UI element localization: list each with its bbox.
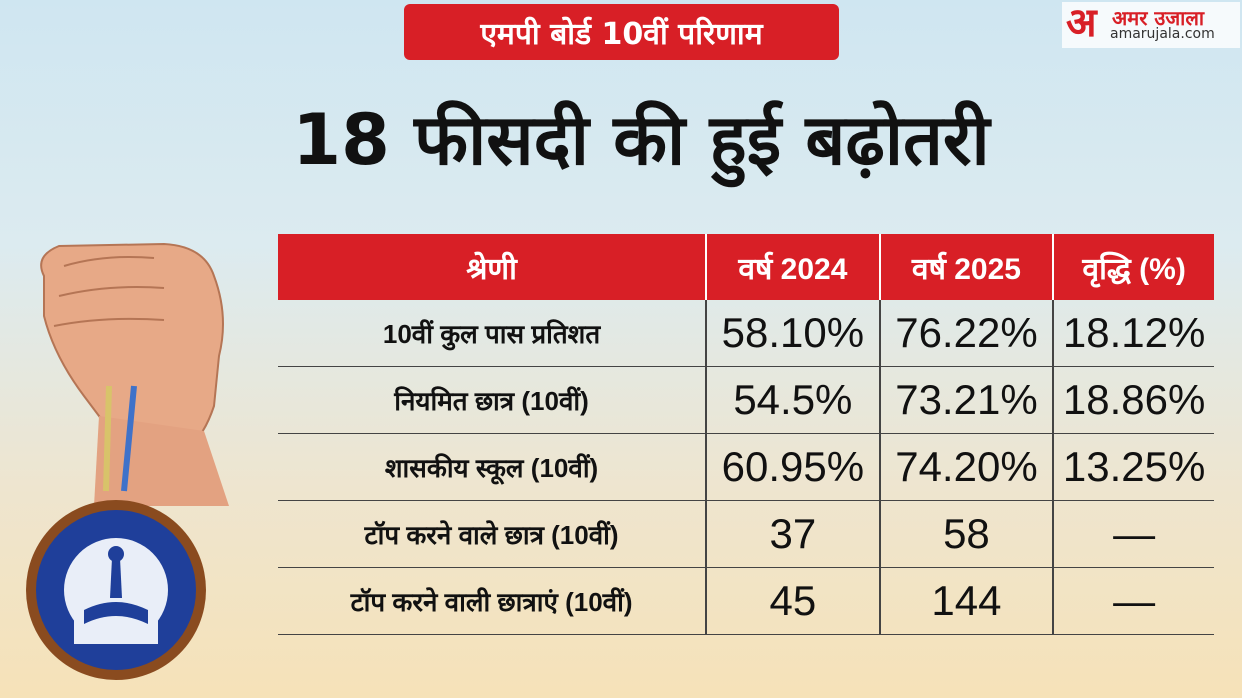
- mp-board-seal-icon: [26, 500, 206, 680]
- category-badge: एमपी बोर्ड 10वीं परिणाम: [404, 4, 839, 60]
- row-growth: —: [1053, 567, 1214, 635]
- row-growth: —: [1053, 500, 1214, 568]
- row-value-2024: 45: [706, 567, 881, 635]
- logo-box: [1062, 2, 1240, 48]
- table-row: टॉप करने वाली छात्राएं (10वीं) 45 144 —: [278, 567, 1214, 635]
- row-growth: 13.25%: [1053, 433, 1214, 501]
- logo-url: amarujala.com: [1110, 26, 1215, 42]
- logo-name: अमर उजाला: [1112, 6, 1205, 30]
- row-growth: 18.86%: [1053, 366, 1214, 434]
- results-table: श्रेणी वर्ष 2024 वर्ष 2025 वृद्धि (%) 10…: [278, 234, 1214, 635]
- table-row: टॉप करने वाले छात्र (10वीं) 37 58 —: [278, 500, 1214, 568]
- logo-mark: अ: [1066, 0, 1097, 46]
- table-header-row: श्रेणी वर्ष 2024 वर्ष 2025 वृद्धि (%): [278, 234, 1214, 300]
- row-category: टॉप करने वाली छात्राएं (10वीं): [278, 567, 708, 635]
- row-value-2025: 74.20%: [879, 433, 1055, 501]
- row-value-2024: 60.95%: [706, 433, 881, 501]
- row-value-2025: 144: [879, 567, 1055, 635]
- header-growth: वृद्धि (%): [1053, 234, 1214, 300]
- row-category: टॉप करने वाले छात्र (10वीं): [278, 500, 708, 568]
- row-category: नियमित छात्र (10वीं): [278, 366, 708, 434]
- row-value-2025: 73.21%: [879, 366, 1055, 434]
- row-value-2024: 58.10%: [706, 300, 881, 367]
- raised-fist-icon: [40, 242, 229, 506]
- header-year-2024: वर्ष 2024: [706, 234, 881, 300]
- row-value-2024: 54.5%: [706, 366, 881, 434]
- header-category: श्रेणी: [278, 234, 708, 300]
- row-value-2025: 58: [879, 500, 1055, 568]
- row-category: 10वीं कुल पास प्रतिशत: [278, 300, 708, 367]
- headline: 18 फीसदी की हुई बढ़ोतरी: [292, 99, 990, 181]
- table-row: नियमित छात्र (10वीं) 54.5% 73.21% 18.86%: [278, 366, 1214, 434]
- table-row: शासकीय स्कूल (10वीं) 60.95% 74.20% 13.25…: [278, 433, 1214, 501]
- row-category: शासकीय स्कूल (10वीं): [278, 433, 708, 501]
- row-value-2024: 37: [706, 500, 881, 568]
- row-value-2025: 76.22%: [879, 300, 1055, 367]
- table-row: 10वीं कुल पास प्रतिशत 58.10% 76.22% 18.1…: [278, 300, 1214, 367]
- row-growth: 18.12%: [1053, 300, 1214, 367]
- header-year-2025: वर्ष 2025: [879, 234, 1055, 300]
